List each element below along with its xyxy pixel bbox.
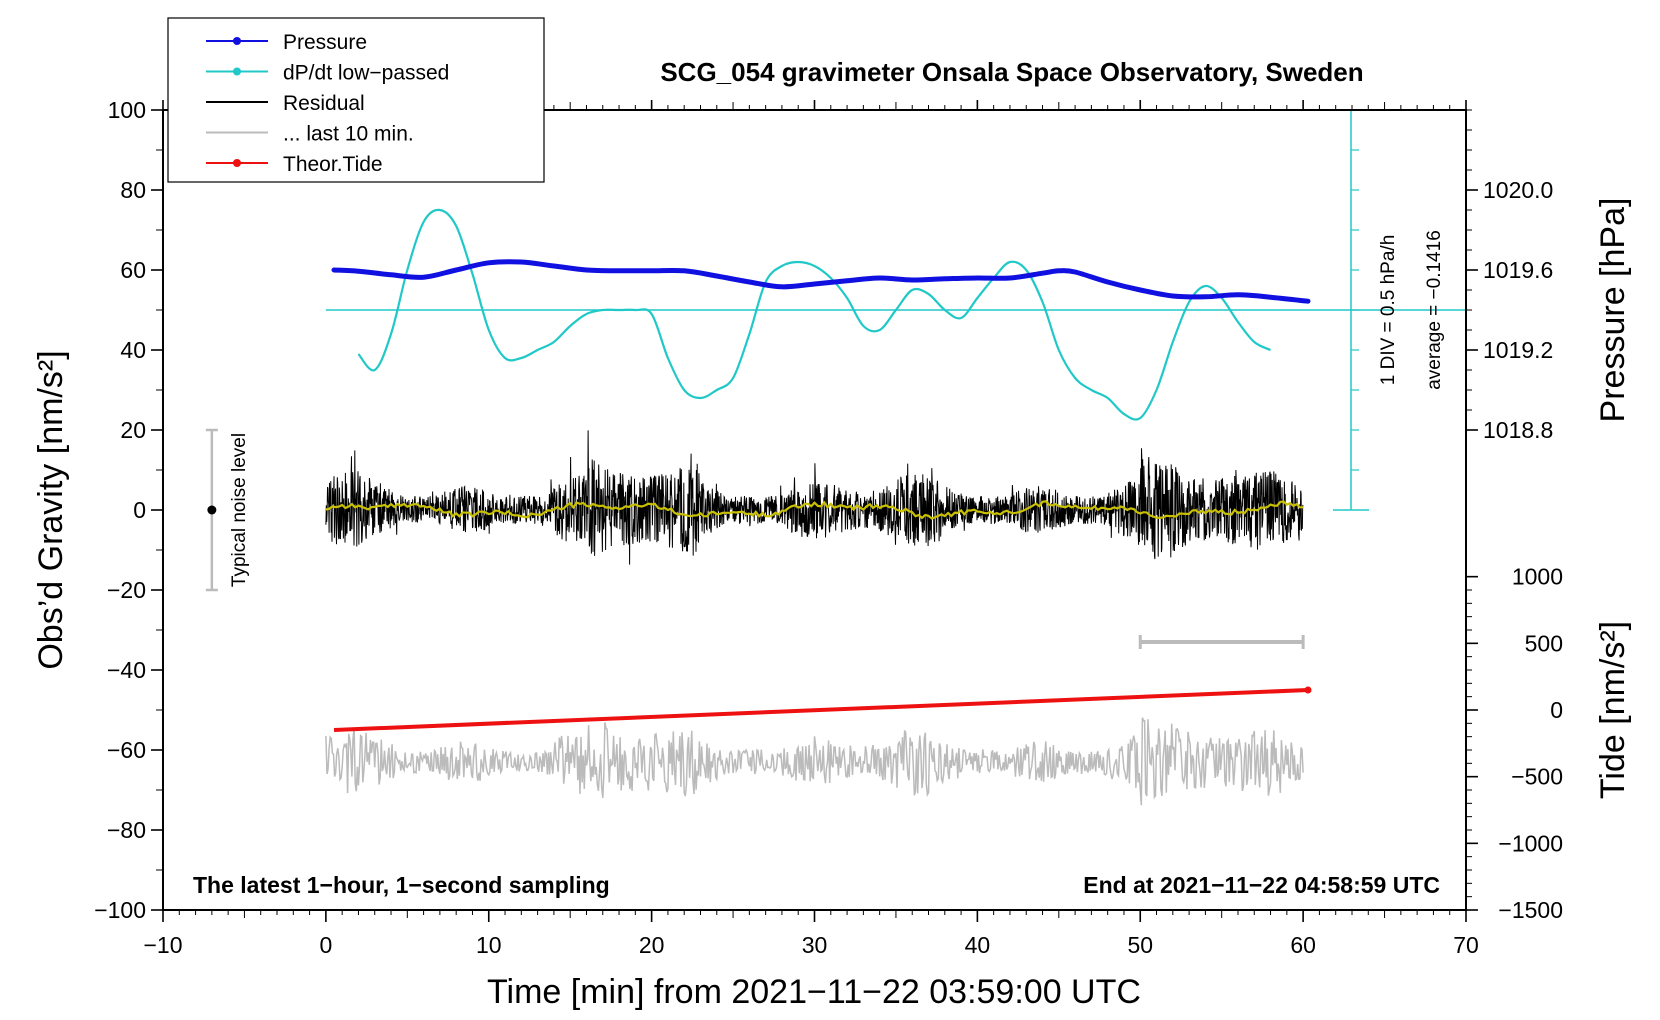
pressure-tick-label: 1019.2 <box>1483 337 1553 363</box>
series-residual-mean <box>325 500 1304 520</box>
pressure-tick-label: 1019.6 <box>1483 257 1553 283</box>
pressure-tick-label: 1020.0 <box>1483 177 1553 203</box>
x-tick-label: 40 <box>965 932 991 958</box>
chart-title: SCG_054 gravimeter Onsala Space Observat… <box>660 57 1363 87</box>
legend-marker <box>233 37 241 45</box>
y-tick-label: 60 <box>120 257 146 283</box>
series-residual <box>325 430 1304 565</box>
pressure-tick-label: 1018.8 <box>1483 417 1553 443</box>
y-tick-label: 100 <box>108 97 146 123</box>
tide-tick-label: −1500 <box>1498 897 1563 923</box>
pressure-axis-label: Pressure [hPa] <box>1594 198 1632 423</box>
y-tick-label: 20 <box>120 417 146 443</box>
noise-bar-center <box>207 505 217 515</box>
tide-tick-label: 0 <box>1550 697 1563 723</box>
legend-item: Residual <box>206 92 365 115</box>
x-tick-label: 0 <box>319 932 332 958</box>
x-tick-label: 10 <box>476 932 502 958</box>
tide-tick-label: −1000 <box>1498 830 1563 856</box>
tide-axis-label: Tide [nm/s²] <box>1594 621 1632 799</box>
y-tick-label: −40 <box>107 657 146 683</box>
x-tick-label: 20 <box>639 932 665 958</box>
plot-layer <box>205 109 1466 806</box>
footer-left: The latest 1−hour, 1−second sampling <box>193 872 610 898</box>
y-tick-label: −60 <box>107 737 146 763</box>
legend-item: Pressure <box>206 31 367 54</box>
legend-marker <box>233 67 241 76</box>
series-dpdt <box>357 208 1271 421</box>
y-axis-label: Obs’d Gravity [nm/s²] <box>32 350 70 669</box>
average-label: average = −0.1416 <box>1424 230 1445 390</box>
x-tick-label: −10 <box>143 932 182 958</box>
y-tick-label: −20 <box>107 577 146 603</box>
legend-box <box>167 17 545 183</box>
x-tick-label: 70 <box>1453 932 1479 958</box>
x-axis-label: Time [min] from 2021−11−22 03:59:00 UTC <box>487 973 1141 1011</box>
noise-level-label: Typical noise level <box>229 433 250 587</box>
x-tick-label: 30 <box>802 932 828 958</box>
y-tick-label: −80 <box>107 817 146 843</box>
tide-tick-label: −500 <box>1511 764 1563 790</box>
legend-marker <box>233 159 241 167</box>
series-theor-tide-end <box>1304 686 1312 694</box>
legend-item: ... last 10 min. <box>206 123 414 146</box>
ticks-layer: −10 0 10 20 30 40 50 60 70100806040200−20−40−60−… <box>94 97 1563 958</box>
y-tick-label: 40 <box>120 337 146 363</box>
footer-right: End at 2021−11−22 04:58:59 UTC <box>1083 872 1440 898</box>
legend-label: Theor.Tide <box>283 153 383 176</box>
legend-label: dP/dt low−passed <box>283 62 449 85</box>
series-theor-tide <box>333 688 1309 732</box>
legend-item: Theor.Tide <box>206 153 383 176</box>
x-tick-label: 50 <box>1127 932 1153 958</box>
legend-label: Pressure <box>283 31 367 54</box>
legend-label: Residual <box>283 92 365 115</box>
y-tick-label: −100 <box>94 897 146 923</box>
series-last-10-min <box>325 717 1304 806</box>
tide-tick-label: 500 <box>1525 630 1563 656</box>
x-tick-label: 60 <box>1290 932 1316 958</box>
legend: Pressure dP/dt low−passed Residual ... last… <box>167 17 545 183</box>
tide-tick-label: 1000 <box>1512 564 1563 590</box>
div-label: 1 DIV = 0.5 hPa/h <box>1378 235 1399 386</box>
y-tick-label: 80 <box>120 177 146 203</box>
y-tick-label: 0 <box>133 497 146 523</box>
legend-label: ... last 10 min. <box>283 123 414 146</box>
legend-item: dP/dt low−passed <box>206 62 449 85</box>
series-pressure <box>331 259 1311 304</box>
